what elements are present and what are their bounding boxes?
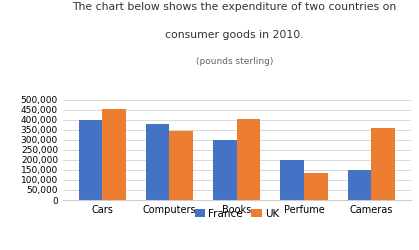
Bar xyxy=(146,124,169,200)
Legend: France, UK: France, UK xyxy=(190,204,283,223)
Bar xyxy=(213,140,237,200)
Bar xyxy=(102,109,126,200)
Bar xyxy=(169,131,193,200)
Bar xyxy=(79,120,102,200)
Bar xyxy=(304,173,328,200)
Text: consumer goods in 2010.: consumer goods in 2010. xyxy=(166,30,304,40)
Text: (pounds sterling): (pounds sterling) xyxy=(196,58,273,66)
Bar xyxy=(237,119,260,200)
Text: The chart below shows the expenditure of two countries on: The chart below shows the expenditure of… xyxy=(72,2,397,12)
Bar xyxy=(348,170,371,200)
Bar xyxy=(371,128,395,200)
Bar xyxy=(280,160,304,200)
